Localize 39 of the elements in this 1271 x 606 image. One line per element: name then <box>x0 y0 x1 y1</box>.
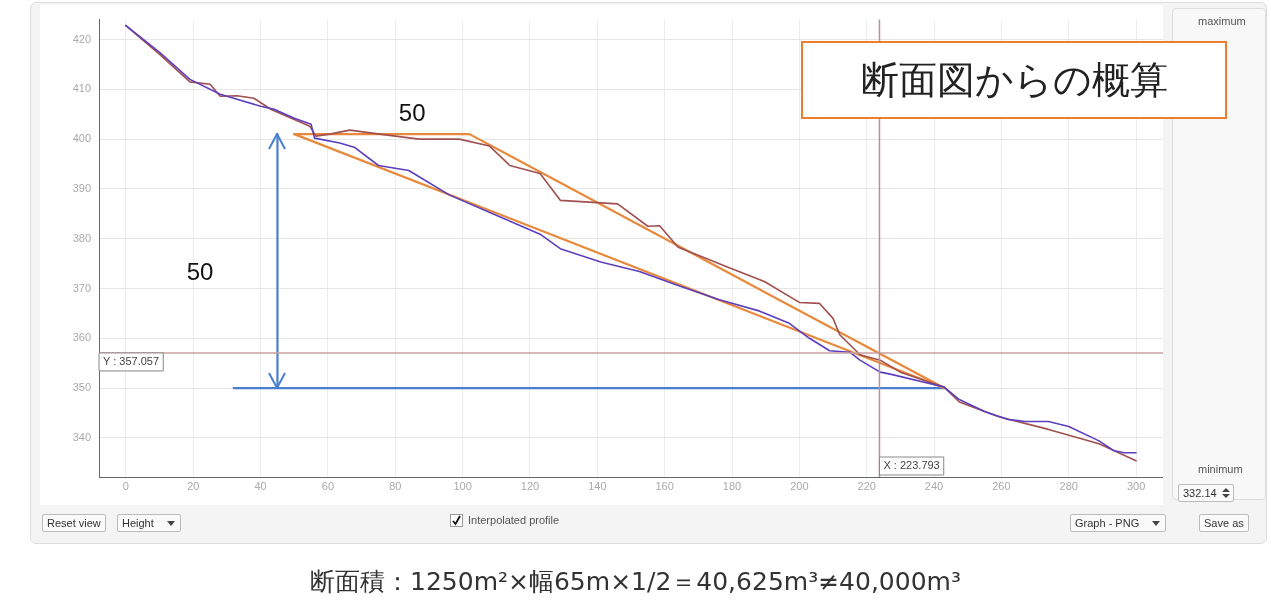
text: Save as <box>1199 514 1249 532</box>
y-tick-label: 340 <box>72 430 91 443</box>
y-tick-label: 400 <box>72 132 91 145</box>
y-tick-label: 410 <box>72 82 91 95</box>
text: 332.14 <box>1178 484 1234 502</box>
x-tick-label: 0 <box>122 479 129 492</box>
x-tick-label: 260 <box>992 479 1011 492</box>
x-tick-label: 300 <box>1126 479 1146 492</box>
annotation: 50 <box>398 98 426 126</box>
y-tick-label: 370 <box>72 281 91 294</box>
annotation: 50 <box>186 258 214 286</box>
x-tick-label: 140 <box>588 479 607 492</box>
x-tick-label: 280 <box>1059 479 1078 492</box>
x-tick-label: 160 <box>655 479 674 492</box>
text: 断面積：1250m²×幅65m×1/2＝40,625m³≠40,000m³ <box>309 566 962 598</box>
text: Interpolated profile <box>468 514 560 526</box>
x-tick-label: 80 <box>389 479 402 492</box>
x-tick-label: 40 <box>254 479 267 492</box>
text: Reset view <box>42 514 106 532</box>
text: minimum <box>1198 463 1243 475</box>
x-tick-label: 120 <box>520 479 540 492</box>
y-tick-label: 360 <box>72 331 91 344</box>
x-tick-label: 240 <box>924 479 944 492</box>
ref-line-label: X : 223.793 <box>883 459 940 472</box>
text: 断面図からの概算 <box>801 41 1227 119</box>
text: Graph - PNG <box>1070 514 1167 532</box>
x-tick-label: 60 <box>321 479 335 492</box>
x-tick-label: 100 <box>453 479 472 492</box>
text: maximum <box>1198 15 1246 27</box>
y-tick-label: 350 <box>72 381 91 394</box>
x-tick-label: 220 <box>857 479 876 492</box>
x-tick-label: 200 <box>790 479 809 492</box>
y-tick-label: 420 <box>72 32 91 45</box>
y-tick-label: 380 <box>72 231 91 244</box>
x-tick-label: 20 <box>187 479 200 492</box>
x-tick-label: 180 <box>722 479 742 492</box>
text: Height <box>117 514 181 532</box>
ref-line-label: Y : 357.057 <box>103 354 160 367</box>
y-tick-label: 390 <box>72 181 91 194</box>
